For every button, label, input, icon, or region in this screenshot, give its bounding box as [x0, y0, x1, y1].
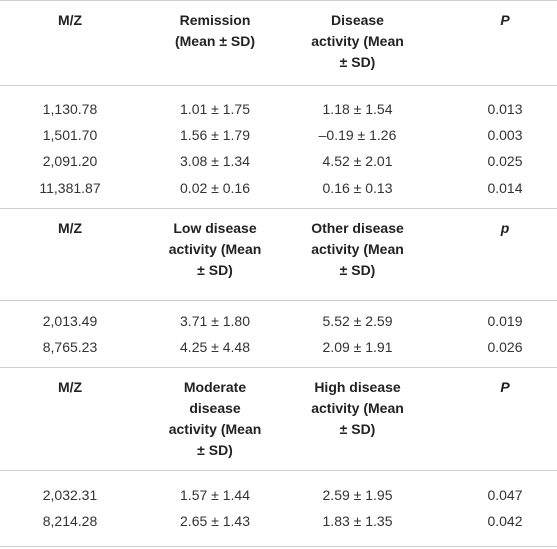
table-cell: 0.047 — [487, 486, 523, 503]
column-header: M/Z — [57, 220, 83, 236]
table-cell: 5.52 ± 2.59 — [322, 312, 393, 329]
data-row: 1,130.78 1.01 ± 1.75 1.18 ± 1.54 0.013 — [0, 86, 557, 123]
table-cell: 3.71 ± 1.80 — [180, 312, 250, 329]
header-row: M/Z Remission (Mean ± SD) Disease activity… — [0, 1, 557, 86]
table-cell: 0.019 — [487, 312, 523, 329]
column-header: Other disease activity (Mean ± SD) — [311, 220, 404, 278]
column-header: M/Z — [57, 379, 83, 395]
table-cell: 3.08 ± 1.34 — [180, 153, 250, 170]
table-cell: 2,032.31 — [42, 486, 98, 503]
table-cell: 1.18 ± 1.54 — [322, 100, 393, 117]
table-cell: 4.52 ± 2.01 — [322, 153, 393, 170]
table-cell: 1.56 ± 1.79 — [180, 126, 250, 143]
column-header: High disease activity (Mean ± SD) — [311, 379, 404, 437]
table-cell: 1,501.70 — [42, 126, 98, 143]
table-cell: 0.014 — [487, 179, 523, 196]
table-cell: 1.83 ± 1.35 — [322, 512, 393, 529]
column-header: M/Z — [57, 12, 83, 28]
table-cell: 1,130.78 — [42, 100, 98, 117]
column-header: Disease activity (Mean ± SD) — [311, 12, 404, 70]
data-row: 2,013.49 3.71 ± 1.80 5.52 ± 2.59 0.019 — [0, 301, 557, 335]
table-cell: 4.25 ± 4.48 — [180, 338, 250, 355]
data-row: 1,501.70 1.56 ± 1.79 –0.19 ± 1.26 0.003 — [0, 122, 557, 149]
table-cell: 0.003 — [487, 126, 523, 143]
table-cell: 8,214.28 — [42, 512, 98, 529]
column-header: Remission (Mean ± SD) — [174, 12, 256, 49]
table-cell: 0.02 ± 0.16 — [180, 179, 250, 196]
header-row: M/Z Moderate disease activity (Mean ± SD)… — [0, 368, 557, 471]
column-header: P — [500, 379, 510, 395]
column-header: Moderate disease activity (Mean ± SD) — [168, 379, 262, 458]
data-row: 8,765.23 4.25 ± 4.48 2.09 ± 1.91 0.026 — [0, 334, 557, 368]
column-header: P — [500, 12, 510, 28]
column-header: Low disease activity (Mean ± SD) — [168, 220, 262, 278]
table-cell: 0.026 — [487, 338, 523, 355]
data-row: 2,091.20 3.08 ± 1.34 4.52 ± 2.01 0.025 — [0, 149, 557, 176]
header-row: M/Z Low disease activity (Mean ± SD) Other… — [0, 209, 557, 301]
data-row: 8,214.28 2.65 ± 1.43 1.83 ± 1.35 0.042 — [0, 508, 557, 547]
table-cell: 2,091.20 — [42, 153, 98, 170]
table-cell: 2.59 ± 1.95 — [322, 486, 393, 503]
table-cell: 2.65 ± 1.43 — [180, 512, 250, 529]
table-cell: –0.19 ± 1.26 — [318, 126, 397, 143]
table-cell: 2,013.49 — [42, 312, 98, 329]
table-cell: 1.57 ± 1.44 — [180, 486, 250, 503]
data-row: 11,381.87 0.02 ± 0.16 0.16 ± 0.13 0.014 — [0, 175, 557, 209]
table-cell: 8,765.23 — [42, 338, 98, 355]
table-cell: 0.16 ± 0.13 — [322, 179, 393, 196]
table-cell: 1.01 ± 1.75 — [180, 100, 250, 117]
table-cell: 0.025 — [487, 153, 523, 170]
table-cell: 0.013 — [487, 100, 523, 117]
column-header: p — [500, 220, 510, 236]
table-cell: 2.09 ± 1.91 — [322, 338, 393, 355]
table-cell: 11,381.87 — [39, 179, 101, 196]
table-cell: 0.042 — [487, 512, 523, 529]
data-row: 2,032.31 1.57 ± 1.44 2.59 ± 1.95 0.047 — [0, 471, 557, 509]
